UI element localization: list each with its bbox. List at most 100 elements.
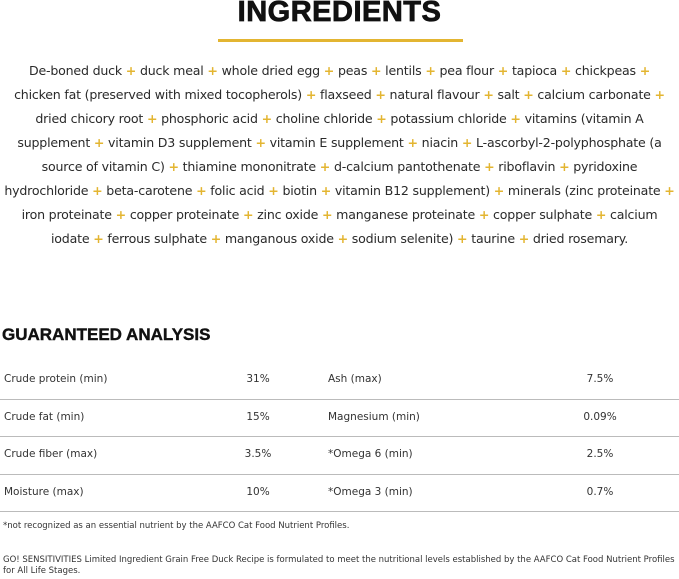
ingredient-item: copper proteinate — [129, 207, 240, 222]
plus-separator: + — [261, 111, 273, 126]
plus-separator: + — [407, 135, 418, 150]
nutrient-value: 15% — [246, 410, 270, 423]
ingredient-item: dried rosemary. — [532, 231, 629, 246]
ingredient-item: vitamin B12 supplement) — [334, 183, 490, 198]
plus-separator: + — [371, 63, 382, 78]
nutrient-value: 3.5% — [244, 448, 272, 460]
plus-separator: + — [523, 87, 534, 102]
plus-separator: + — [497, 63, 509, 78]
nutrient-label: *Omega 6 (min) — [328, 448, 413, 460]
ingredient-item: L-ascorbyl-2-polyphosphate (a source of … — [41, 135, 662, 174]
nutrient-label: Crude protein (min) — [4, 373, 108, 385]
plus-separator: + — [242, 207, 254, 222]
ingredient-item: zinc oxide — [257, 207, 319, 222]
table-row: Crude fat (min) 15% Magnesium (min) 0.09% — [0, 400, 679, 437]
plus-separator: + — [425, 63, 436, 78]
plus-separator: + — [654, 87, 666, 102]
ingredient-item: natural flavour — [389, 87, 480, 102]
plus-separator: + — [268, 183, 279, 198]
ingredient-item: sodium selenite) — [351, 231, 454, 246]
ingredient-item: niacin — [421, 135, 459, 150]
ingredient-item: d-calcium pantothenate — [333, 159, 481, 174]
nutrient-label: Ash (max) — [328, 373, 382, 385]
plus-separator: + — [323, 63, 335, 78]
ingredient-item: ferrous sulphate — [107, 231, 207, 246]
plus-separator: + — [559, 159, 570, 174]
ingredient-item: choline chloride — [275, 111, 373, 126]
nutrient-value: 2.5% — [586, 448, 614, 460]
ingredient-item: flaxseed — [319, 87, 372, 102]
plus-separator: + — [196, 183, 207, 198]
plus-separator: + — [92, 183, 103, 198]
table-row: Crude protein (min) 31% Ash (max) 7.5% — [0, 362, 679, 400]
ingredient-item: whole dried egg — [221, 63, 321, 78]
plus-separator: + — [483, 87, 494, 102]
ingredient-item: riboflavin — [498, 159, 556, 174]
ingredient-item: calcium carbonate — [537, 87, 651, 102]
nutrient-label: Magnesium (min) — [328, 410, 420, 423]
plus-separator: + — [319, 159, 331, 174]
ingredient-item: beta-carotene — [106, 183, 193, 198]
nutrient-value: 0.09% — [583, 410, 617, 423]
plus-separator: + — [664, 183, 675, 198]
nutrient-value: 10% — [246, 485, 270, 498]
plus-separator: + — [93, 231, 104, 246]
nutrient-label: Moisture (max) — [4, 485, 84, 498]
plus-separator: + — [457, 231, 468, 246]
nutrient-label: *Omega 3 (min) — [328, 485, 413, 498]
plus-separator: + — [560, 63, 572, 78]
plus-separator: + — [168, 159, 179, 174]
ingredient-item: thiamine mononitrate — [182, 159, 316, 174]
plus-separator: + — [510, 111, 521, 126]
plus-separator: + — [337, 231, 349, 246]
plus-separator: + — [376, 111, 387, 126]
title-underline — [218, 39, 463, 42]
plus-separator: + — [639, 63, 651, 78]
ingredient-item: biotin — [282, 183, 317, 198]
plus-separator: + — [207, 63, 218, 78]
plus-separator: + — [255, 135, 266, 150]
ingredients-list: De-boned duck + duck meal + whole dried … — [4, 59, 675, 251]
ingredient-item: calcium iodate — [50, 207, 658, 246]
ingredient-item: manganese proteinate — [336, 207, 476, 222]
ingredient-item: taurine — [471, 231, 515, 246]
plus-separator: + — [595, 207, 607, 222]
ingredient-item: tapioca — [511, 63, 558, 78]
ingredient-item: chickpeas — [575, 63, 636, 78]
aafco-disclaimer: GO! SENSITIVITIES Limited Ingredient Gra… — [3, 555, 675, 576]
footnote: *not recognized as an essential nutrient… — [3, 521, 350, 531]
ingredient-item: potassium chloride — [390, 111, 507, 126]
ingredient-item: pea flour — [439, 63, 494, 78]
nutrient-value: 31% — [246, 373, 270, 385]
plus-separator: + — [493, 183, 505, 198]
plus-separator: + — [518, 231, 530, 246]
ingredient-item: duck meal — [139, 63, 204, 78]
ingredient-item: vitamin D3 supplement — [108, 135, 252, 150]
ingredient-item: salt — [497, 87, 520, 102]
plus-separator: + — [210, 231, 222, 246]
ingredient-item: lentils — [385, 63, 422, 78]
plus-separator: + — [484, 159, 495, 174]
nutrient-value: 7.5% — [586, 373, 614, 385]
plus-separator: + — [321, 207, 333, 222]
guaranteed-analysis-title: GUARANTEED ANALYSIS — [2, 325, 211, 344]
ingredient-item: pyridoxine hydrochloride — [4, 159, 638, 198]
nutrient-value: 0.7% — [586, 485, 614, 498]
plus-separator: + — [478, 207, 490, 222]
plus-separator: + — [305, 87, 317, 102]
ingredient-item: copper sulphate — [493, 207, 593, 222]
ingredient-item: vitamins (vitamin A supplement — [17, 111, 644, 150]
table-row: Moisture (max) 10% *Omega 3 (min) 0.7% — [0, 475, 679, 512]
ingredient-item: minerals (zinc proteinate — [507, 183, 661, 198]
nutrient-label: Crude fiber (max) — [4, 448, 98, 460]
plus-separator: + — [125, 63, 137, 78]
table-row: Crude fiber (max) 3.5% *Omega 6 (min) 2.5% — [0, 437, 679, 475]
ingredient-item: peas — [337, 63, 368, 78]
plus-separator: + — [115, 207, 127, 222]
ingredient-item: vitamin E supplement — [269, 135, 404, 150]
ingredient-item: iron proteinate — [21, 207, 112, 222]
nutrient-label: Crude fat (min) — [4, 410, 85, 423]
ingredient-item: folic acid — [210, 183, 265, 198]
plus-separator: + — [93, 135, 105, 150]
analysis-table: Crude protein (min) 31% Ash (max) 7.5% Crude… — [0, 362, 679, 512]
